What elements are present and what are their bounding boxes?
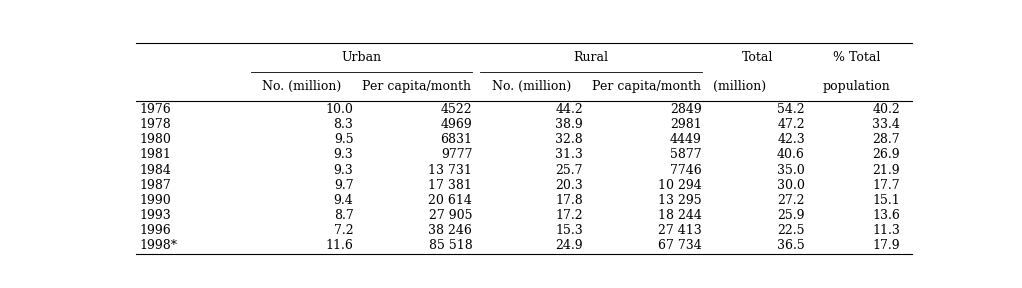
Text: 15.3: 15.3 bbox=[555, 224, 584, 237]
Text: 1976: 1976 bbox=[140, 103, 172, 116]
Text: No. (million): No. (million) bbox=[492, 80, 571, 93]
Text: 1996: 1996 bbox=[140, 224, 172, 237]
Text: 9.3: 9.3 bbox=[334, 164, 354, 177]
Text: 20 614: 20 614 bbox=[428, 194, 472, 207]
Text: 47.2: 47.2 bbox=[778, 118, 805, 131]
Text: 25.7: 25.7 bbox=[556, 164, 584, 177]
Text: 1984: 1984 bbox=[140, 164, 172, 177]
Text: 44.2: 44.2 bbox=[555, 103, 584, 116]
Text: 4449: 4449 bbox=[670, 133, 702, 146]
Text: 2981: 2981 bbox=[670, 118, 702, 131]
Text: 26.9: 26.9 bbox=[873, 149, 900, 162]
Text: 1978: 1978 bbox=[140, 118, 172, 131]
Text: 67 734: 67 734 bbox=[658, 239, 702, 252]
Text: 2849: 2849 bbox=[670, 103, 702, 116]
Text: 9.4: 9.4 bbox=[334, 194, 354, 207]
Text: 13 731: 13 731 bbox=[428, 164, 472, 177]
Text: 9.3: 9.3 bbox=[334, 149, 354, 162]
Text: 6831: 6831 bbox=[440, 133, 472, 146]
Text: 7746: 7746 bbox=[670, 164, 702, 177]
Text: 36.5: 36.5 bbox=[777, 239, 805, 252]
Text: 17.2: 17.2 bbox=[556, 209, 584, 222]
Text: 24.9: 24.9 bbox=[556, 239, 584, 252]
Text: 38 246: 38 246 bbox=[428, 224, 472, 237]
Text: 13 295: 13 295 bbox=[658, 194, 702, 207]
Text: 1987: 1987 bbox=[140, 179, 172, 192]
Text: 10.0: 10.0 bbox=[326, 103, 354, 116]
Text: 13.6: 13.6 bbox=[872, 209, 900, 222]
Text: 27.2: 27.2 bbox=[778, 194, 805, 207]
Text: 17.9: 17.9 bbox=[873, 239, 900, 252]
Text: 33.4: 33.4 bbox=[872, 118, 900, 131]
Text: 32.8: 32.8 bbox=[555, 133, 584, 146]
Text: 31.3: 31.3 bbox=[555, 149, 584, 162]
Text: 1980: 1980 bbox=[140, 133, 172, 146]
Text: 1998*: 1998* bbox=[140, 239, 178, 252]
Text: 17.7: 17.7 bbox=[873, 179, 900, 192]
Text: 38.9: 38.9 bbox=[555, 118, 584, 131]
Text: 42.3: 42.3 bbox=[777, 133, 805, 146]
Text: 5877: 5877 bbox=[670, 149, 702, 162]
Text: 1990: 1990 bbox=[140, 194, 172, 207]
Text: 17 381: 17 381 bbox=[428, 179, 472, 192]
Text: 21.9: 21.9 bbox=[873, 164, 900, 177]
Text: 11.3: 11.3 bbox=[872, 224, 900, 237]
Text: No. (million): No. (million) bbox=[263, 80, 341, 93]
Text: 9777: 9777 bbox=[440, 149, 472, 162]
Text: 27 905: 27 905 bbox=[429, 209, 472, 222]
Text: Urban: Urban bbox=[341, 51, 381, 64]
Text: 40.2: 40.2 bbox=[872, 103, 900, 116]
Text: 9.7: 9.7 bbox=[334, 179, 354, 192]
Text: 27 413: 27 413 bbox=[658, 224, 702, 237]
Text: 8.3: 8.3 bbox=[333, 118, 354, 131]
Text: Per capita/month: Per capita/month bbox=[592, 80, 701, 93]
Text: 20.3: 20.3 bbox=[555, 179, 584, 192]
Text: 4969: 4969 bbox=[440, 118, 472, 131]
Text: 22.5: 22.5 bbox=[778, 224, 805, 237]
Text: 40.6: 40.6 bbox=[777, 149, 805, 162]
Text: 4522: 4522 bbox=[440, 103, 472, 116]
Text: Total: Total bbox=[742, 51, 773, 64]
Text: 10 294: 10 294 bbox=[658, 179, 702, 192]
Text: 1981: 1981 bbox=[140, 149, 172, 162]
Text: Per capita/month: Per capita/month bbox=[363, 80, 471, 93]
Text: Rural: Rural bbox=[573, 51, 608, 64]
Text: 11.6: 11.6 bbox=[326, 239, 354, 252]
Text: 7.2: 7.2 bbox=[334, 224, 354, 237]
Text: 28.7: 28.7 bbox=[873, 133, 900, 146]
Text: 9.5: 9.5 bbox=[334, 133, 354, 146]
Text: 18 244: 18 244 bbox=[658, 209, 702, 222]
Text: 8.7: 8.7 bbox=[334, 209, 354, 222]
Text: 85 518: 85 518 bbox=[428, 239, 472, 252]
Text: 30.0: 30.0 bbox=[777, 179, 805, 192]
Text: 1993: 1993 bbox=[140, 209, 172, 222]
Text: % Total: % Total bbox=[833, 51, 880, 64]
Text: population: population bbox=[823, 80, 890, 93]
Text: 17.8: 17.8 bbox=[555, 194, 584, 207]
Text: 54.2: 54.2 bbox=[778, 103, 805, 116]
Text: (million): (million) bbox=[713, 80, 766, 93]
Text: 35.0: 35.0 bbox=[777, 164, 805, 177]
Text: 25.9: 25.9 bbox=[778, 209, 805, 222]
Text: 15.1: 15.1 bbox=[872, 194, 900, 207]
